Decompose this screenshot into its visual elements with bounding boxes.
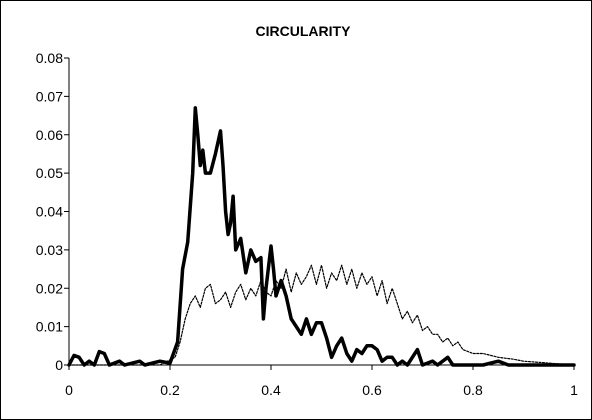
x-tick-label: 0	[65, 382, 73, 398]
chart-title: CIRCULARITY	[256, 23, 352, 39]
axes: 0 0.01 0.02 0.03 0.04 0.05 0.06 0.07 0.08 0 0.2 0.4…	[36, 50, 578, 398]
y-tick-label: 0.03	[36, 242, 63, 258]
x-tick-label: 0.4	[261, 382, 281, 398]
y-tick-label: 0.07	[36, 88, 63, 104]
y-tick-label: 0.02	[36, 280, 63, 296]
series-line-dotted	[68, 264, 575, 366]
x-tick-label: 0.2	[160, 382, 180, 398]
y-tick-label: 0.01	[36, 319, 63, 335]
y-tick-label: 0.06	[36, 127, 63, 143]
y-tick-label: 0.05	[36, 165, 63, 181]
x-tick-label: 0.6	[362, 382, 382, 398]
x-tick-label: 0.8	[463, 382, 483, 398]
y-tick-label: 0.04	[36, 204, 63, 220]
series-line-solid	[67, 106, 576, 367]
series-layer	[67, 106, 576, 367]
y-tick-label: 0.08	[36, 50, 63, 66]
x-tick-label: 1	[570, 382, 578, 398]
y-tick-label: 0	[55, 357, 63, 373]
